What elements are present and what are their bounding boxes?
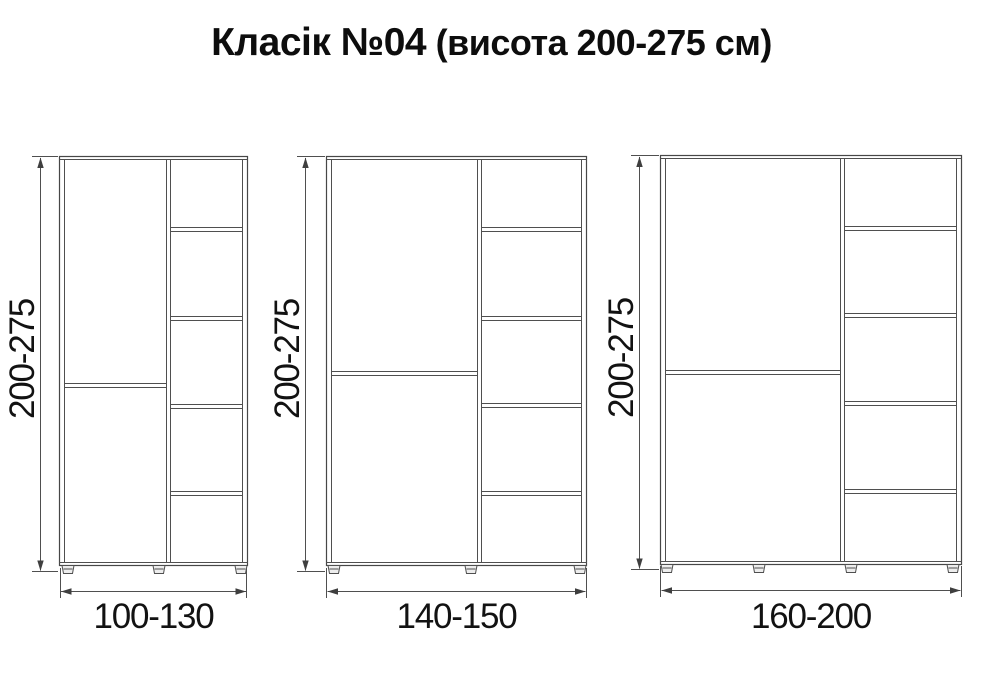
cabinet-1-door-divider xyxy=(166,159,171,563)
cabinet-1: 200-275 100-130 xyxy=(3,155,249,636)
cabinet-3-shelves xyxy=(844,226,957,494)
cabinet-3-width-dimension: 160-200 xyxy=(660,566,962,636)
cabinet-1-shelves xyxy=(170,227,243,496)
cabinet-2-width-label: 140-150 xyxy=(396,597,517,636)
cabinet-2-door-split xyxy=(331,371,478,376)
cabinet-3-door-split xyxy=(665,370,841,375)
cabinet-1-height-label: 200-275 xyxy=(3,299,42,419)
title-subtitle: (висота 200-275 см) xyxy=(426,22,773,63)
cabinet-2-height-dimension: 200-275 xyxy=(268,156,325,572)
cabinet-1-width-dimension: 100-130 xyxy=(60,568,247,636)
cabinet-1-height-dimension: 200-275 xyxy=(3,156,58,572)
cabinet-3-door-divider xyxy=(840,158,845,562)
cabinet-2-height-label: 200-275 xyxy=(268,299,307,419)
cabinet-3-height-dimension: 200-275 xyxy=(602,155,659,570)
cabinet-1-door-split xyxy=(64,383,167,388)
cabinet-2-width-dimension: 140-150 xyxy=(326,568,587,636)
cabinet-2-shelves xyxy=(481,227,582,496)
cabinet-3-outline xyxy=(659,154,963,566)
title-main: Класік №04 xyxy=(211,21,427,64)
cabinet-2-outline xyxy=(325,155,588,567)
cabinet-2: 200-275 140-150 xyxy=(268,155,588,636)
cabinet-2-feet xyxy=(327,565,587,574)
cabinet-3-feet xyxy=(660,564,960,573)
page-title: Класік №04 (висота 200-275 см) xyxy=(0,21,983,65)
cabinet-3-height-label: 200-275 xyxy=(602,298,641,418)
cabinet-1-outline xyxy=(58,155,249,567)
cabinet-2-door-divider xyxy=(477,159,482,563)
cabinet-3: 200-275 160-200 xyxy=(602,154,963,636)
cabinet-1-feet xyxy=(61,565,248,574)
cabinet-3-width-label: 160-200 xyxy=(751,597,872,636)
cabinet-1-width-label: 100-130 xyxy=(93,597,214,636)
